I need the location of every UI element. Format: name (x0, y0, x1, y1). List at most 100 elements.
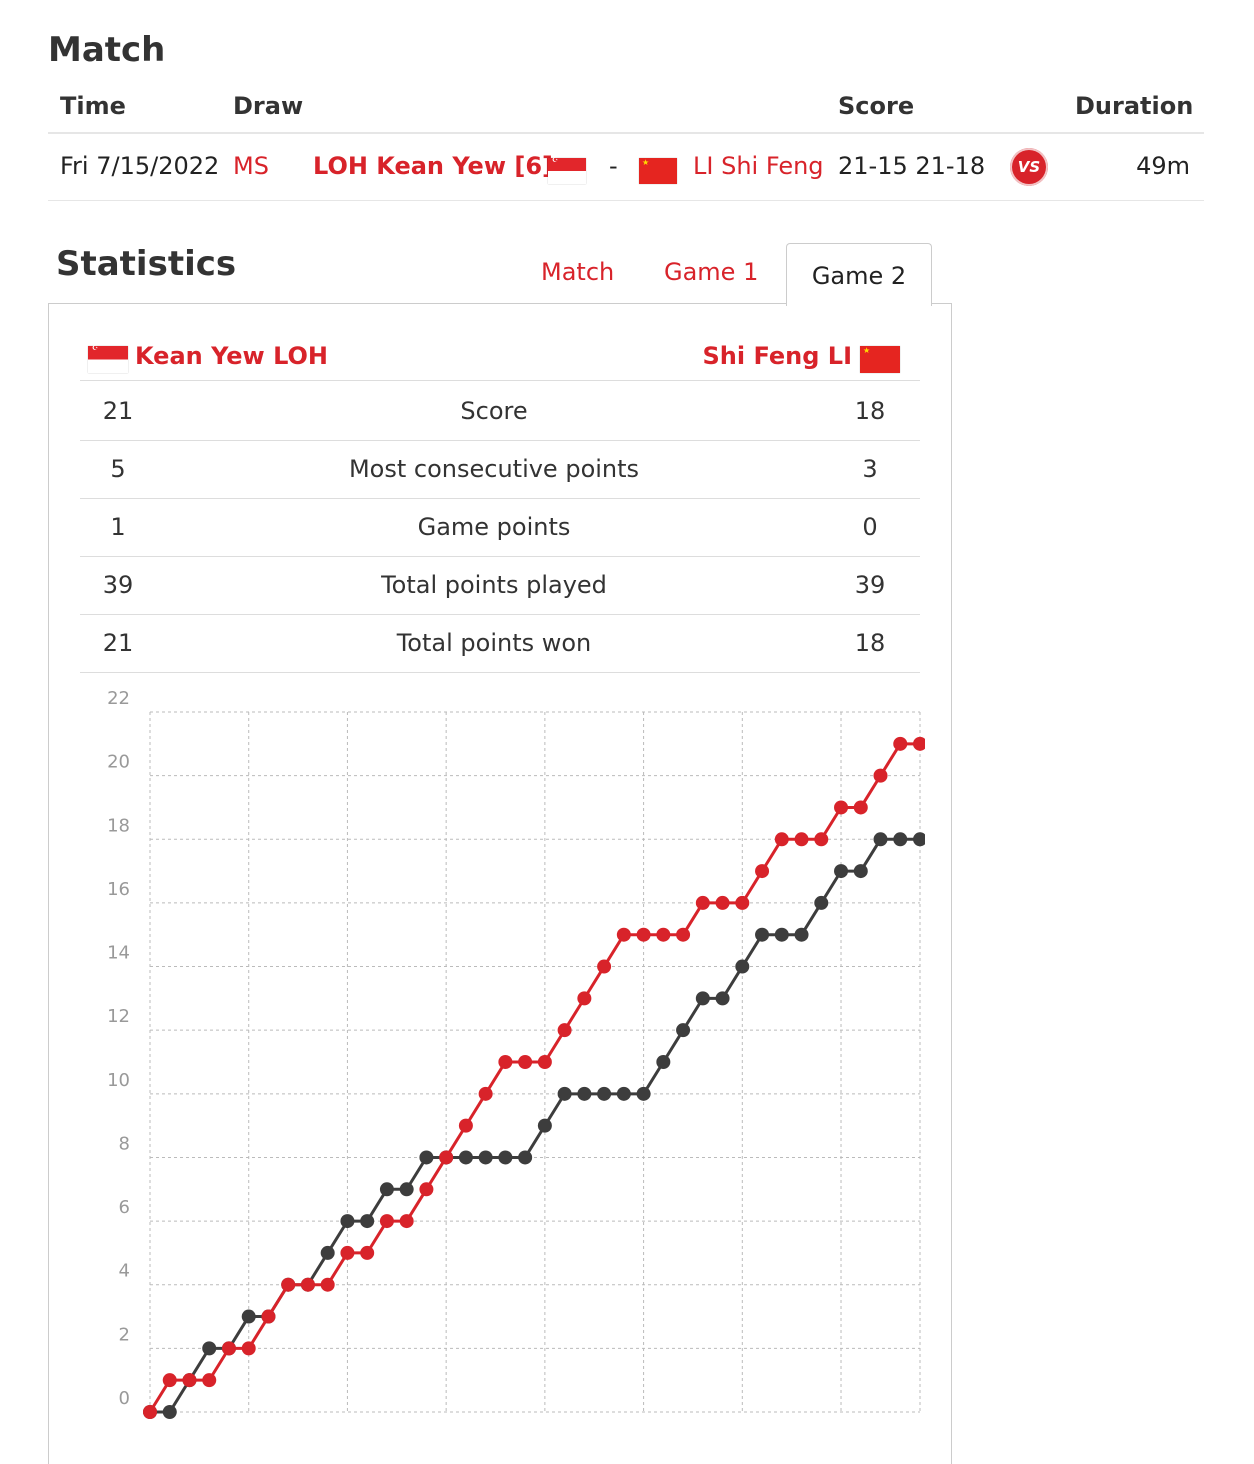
data-point (735, 895, 750, 910)
match-table-header: Time Draw Score Duration (48, 86, 1204, 134)
data-point (893, 832, 908, 847)
data-point (281, 1277, 296, 1292)
data-point (458, 1118, 473, 1133)
y-tick-label: 2 (119, 1324, 130, 1345)
data-point (439, 1150, 454, 1165)
data-point (616, 1086, 631, 1101)
tab-game-2[interactable]: Game 2 (786, 243, 932, 306)
data-point (182, 1373, 197, 1388)
data-point (320, 1277, 335, 1292)
data-point (360, 1245, 375, 1260)
data-point (557, 1023, 572, 1038)
stat-left-value: 21 (102, 629, 134, 657)
stat-right-value: 0 (862, 513, 878, 541)
stat-left-value: 5 (110, 455, 126, 483)
y-tick-label: 4 (119, 1261, 130, 1282)
player1-link[interactable]: LOH Kean Yew [6] (313, 152, 553, 180)
data-point (814, 832, 829, 847)
data-point (774, 832, 789, 847)
draw-link[interactable]: MS (233, 152, 269, 180)
vs-icon[interactable]: VS (1010, 148, 1048, 186)
data-point (241, 1309, 256, 1324)
y-tick-label: 10 (107, 1070, 130, 1091)
data-point (162, 1373, 177, 1388)
data-point (636, 927, 651, 942)
data-point (340, 1245, 355, 1260)
data-point (597, 959, 612, 974)
data-point (755, 864, 770, 879)
data-point (162, 1405, 177, 1419)
match-row: Fri 7/15/2022 MS LOH Kean Yew [6] - LI S… (48, 134, 1204, 201)
stat-right-value: 18 (854, 397, 886, 425)
data-point (695, 895, 710, 910)
data-point (419, 1150, 434, 1165)
y-tick-label: 22 (107, 688, 130, 709)
stat-label: Total points played (381, 571, 607, 599)
stat-left-value: 21 (102, 397, 134, 425)
data-point (320, 1245, 335, 1260)
data-point (616, 927, 631, 942)
data-point (261, 1309, 276, 1324)
stat-row-game-points: 1 Game points 0 (80, 499, 920, 557)
data-point (735, 959, 750, 974)
player2-link[interactable]: LI Shi Feng (693, 152, 824, 180)
statistics-title: Statistics (56, 244, 237, 284)
stat-right-value: 3 (862, 455, 878, 483)
tab-game-1[interactable]: Game 1 (664, 258, 759, 286)
china-flag-icon (639, 158, 677, 184)
data-point (340, 1214, 355, 1229)
data-point (873, 832, 888, 847)
data-point (419, 1182, 434, 1197)
data-point (478, 1150, 493, 1165)
y-tick-label: 0 (119, 1388, 130, 1409)
statistics-panel (48, 303, 952, 1464)
data-point (794, 832, 809, 847)
stat-row-points-played: 39 Total points played 39 (80, 557, 920, 615)
data-point (202, 1373, 217, 1388)
y-tick-label: 16 (107, 879, 130, 900)
data-point (241, 1341, 256, 1356)
stat-right-value: 39 (854, 571, 886, 599)
stat-left-value: 1 (110, 513, 126, 541)
stat-label: Game points (417, 513, 571, 541)
tab-match[interactable]: Match (541, 258, 615, 286)
series-line (148, 742, 920, 1413)
data-point (498, 1150, 513, 1165)
data-point (695, 991, 710, 1006)
data-point (537, 1118, 552, 1133)
player-left-link[interactable]: Kean Yew LOH (135, 342, 328, 370)
y-tick-label: 6 (119, 1197, 130, 1218)
data-point (221, 1341, 236, 1356)
data-point (834, 800, 849, 815)
stat-row-score: 21 Score 18 (80, 383, 920, 441)
y-tick-label: 14 (107, 943, 130, 964)
data-point (656, 927, 671, 942)
data-point (300, 1277, 315, 1292)
time-header: Time (60, 92, 126, 120)
data-point (202, 1341, 217, 1356)
data-point (537, 1055, 552, 1069)
data-point (656, 1055, 671, 1069)
y-tick-label: 18 (107, 815, 130, 836)
player-right-link[interactable]: Shi Feng LI (702, 342, 853, 370)
stat-label: Most consecutive points (348, 455, 640, 483)
data-point (893, 736, 908, 751)
y-tick-label: 8 (119, 1133, 130, 1154)
data-point (557, 1086, 572, 1101)
singapore-flag-icon (88, 344, 128, 373)
data-point (577, 991, 592, 1006)
stat-row-points-won: 21 Total points won 18 (80, 615, 920, 673)
data-point (755, 927, 770, 942)
y-tick-label: 12 (107, 1006, 130, 1027)
data-point (458, 1150, 473, 1165)
data-point (676, 1023, 691, 1038)
stat-left-value: 39 (102, 571, 134, 599)
data-point (715, 895, 730, 910)
match-title: Match (48, 30, 166, 70)
data-point (577, 1086, 592, 1101)
stat-row-consecutive: 5 Most consecutive points 3 (80, 441, 920, 499)
data-point (498, 1055, 513, 1069)
match-score: 21-15 21-18 (838, 152, 986, 180)
data-point (518, 1055, 533, 1069)
